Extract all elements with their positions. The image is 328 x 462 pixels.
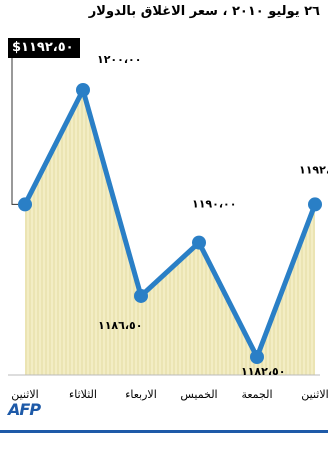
value-label-3: ١١٩٠،٠٠ (192, 198, 236, 211)
value-label-5: ١١٩٢،٥٠ (299, 163, 328, 176)
x-tick-label-4: الثلاثاء (69, 388, 97, 401)
x-tick-label-0: الاثنين (301, 388, 328, 401)
x-tick-label-1: الجمعة (241, 388, 272, 401)
x-tick-label-5: الاثنين (11, 388, 38, 401)
data-point-2 (134, 288, 148, 303)
afp-logo: AFP (8, 400, 41, 419)
data-point-0 (18, 197, 32, 212)
data-point-4 (250, 350, 264, 364)
series-line (22, 87, 318, 360)
x-tick-label-2: الخميس (180, 388, 217, 401)
data-point-3 (192, 235, 206, 250)
chart-title: ٢٦ يوليو ٢٠١٠ ، سعر الاغلاق بالدولار (88, 4, 320, 19)
bottom-rule (0, 430, 328, 433)
data-point-1 (76, 83, 90, 97)
area-hatch (25, 90, 315, 375)
x-tick-label-3: الاربعاء (125, 388, 157, 401)
data-point-5 (308, 197, 322, 212)
value-label-4: ١١٨٢،٥٠ (241, 365, 285, 378)
value-label-1: ١٢٠٠،٠٠ (97, 53, 141, 66)
latest-price-badge: $١١٩٢،٥٠ (8, 38, 80, 58)
badge-leader-line (11, 58, 25, 205)
value-label-2: ١١٨٦،٥٠ (98, 319, 142, 332)
